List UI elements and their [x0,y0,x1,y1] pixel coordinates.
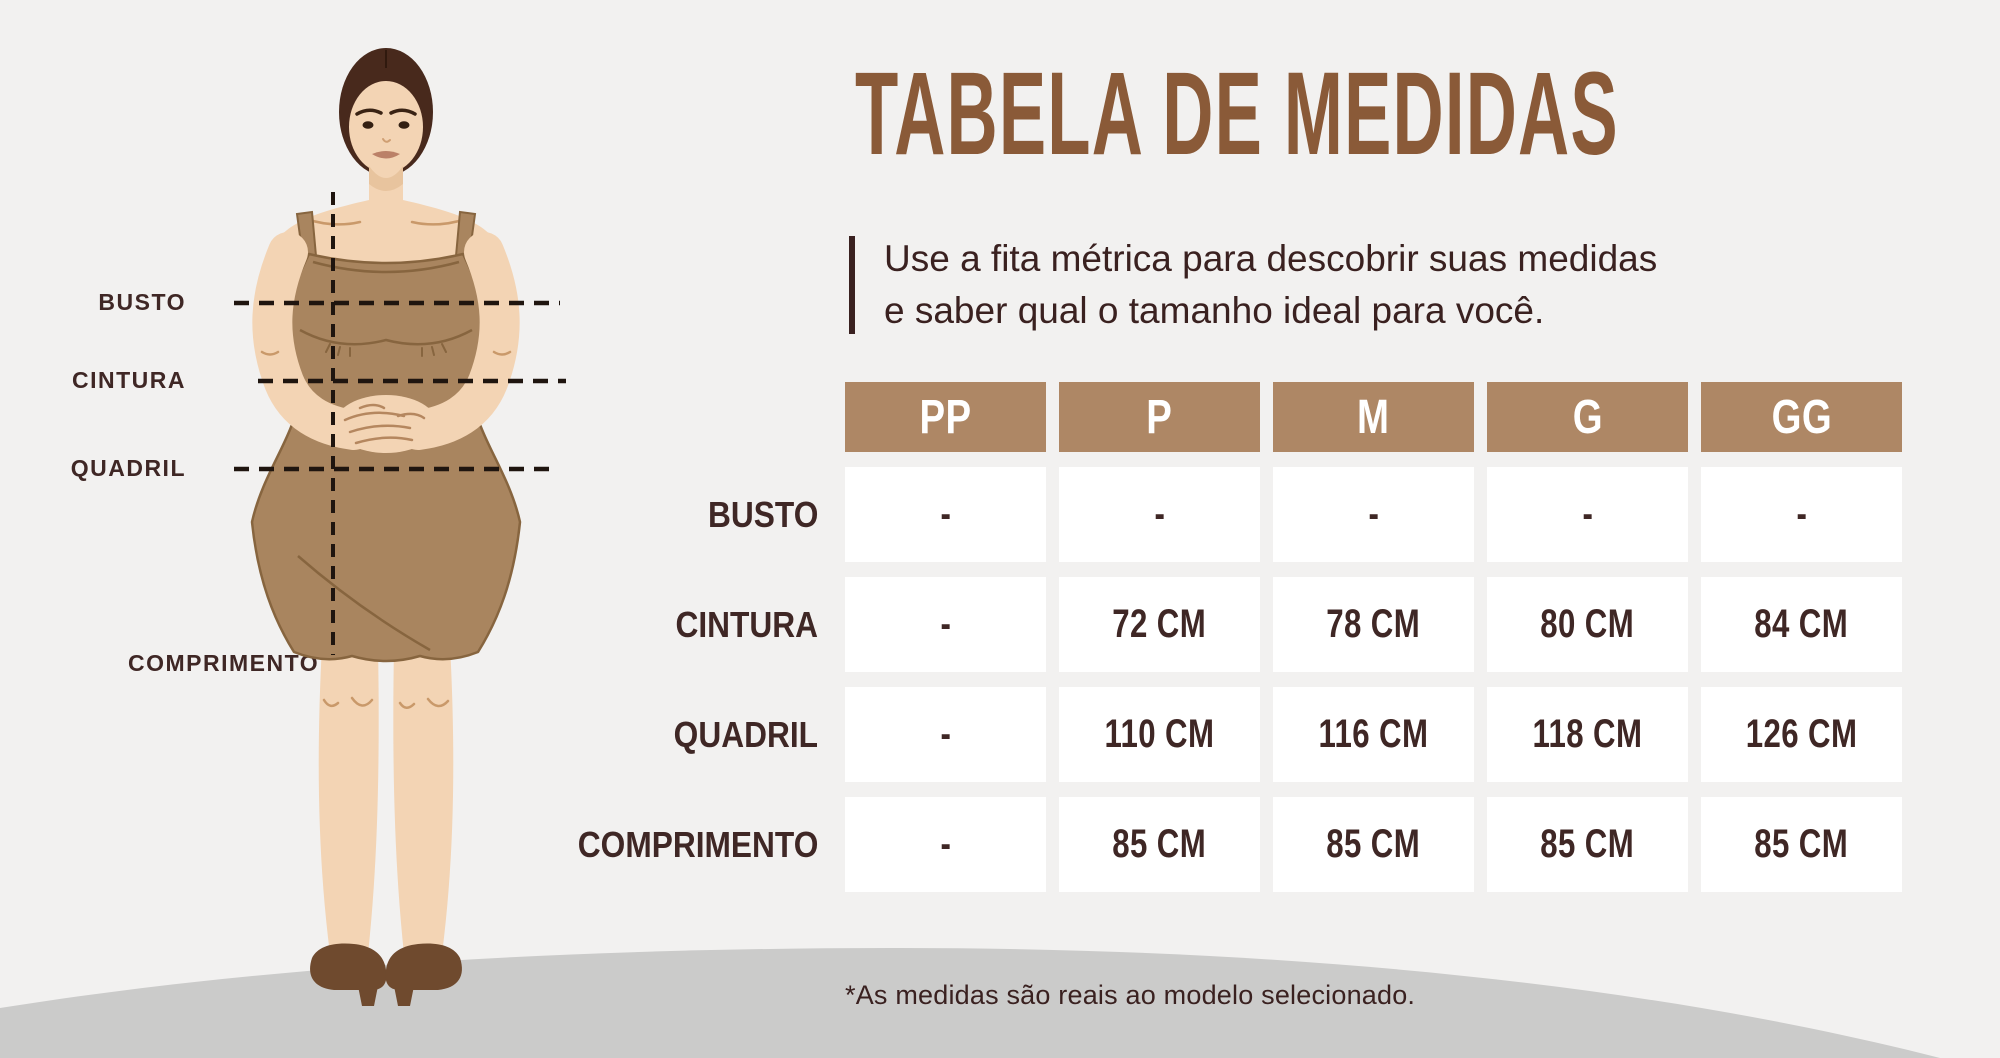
size-header-g: G [1487,382,1688,452]
hands [335,395,437,453]
cell-quadril-pp: - [845,687,1046,782]
cell-cintura-m: 78 CM [1273,577,1474,672]
size-header-gg-label: GG [1771,390,1832,444]
neck [369,160,403,218]
row-label-cintura: CINTURA [675,603,818,645]
cell-busto-m: - [1273,467,1474,562]
cell-busto-pp: - [845,467,1046,562]
cell-quadril-m: 116 CM [1273,687,1474,782]
figure-label-busto: BUSTO [98,289,186,315]
size-header-g-label: G [1572,390,1603,444]
cell-cintura-g: 80 CM [1487,577,1688,672]
cell-quadril-p: 110 CM [1059,687,1260,782]
cell-comprimento-pp: - [845,797,1046,892]
cell-cintura-pp: - [845,577,1046,672]
row-label-busto: BUSTO [707,493,818,535]
footnote: *As medidas são reais ao modelo selecion… [845,980,1416,1010]
cell-comprimento-g: 85 CM [1487,797,1688,892]
size-header-pp-label: PP [919,390,972,444]
subtitle-accent-bar [849,236,855,334]
subtitle-line1: Use a fita métrica para descobrir suas m… [884,238,1658,279]
row-label-quadril: QUADRIL [673,713,818,755]
size-header-gg: GG [1701,382,1902,452]
size-header-m: M [1273,382,1474,452]
cell-comprimento-gg: 85 CM [1701,797,1902,892]
cell-cintura-p: 72 CM [1059,577,1260,672]
legs [318,645,454,954]
size-header-p: P [1059,382,1260,452]
model-illustration [250,48,522,1006]
shoes [310,943,462,1006]
size-header-pp: PP [845,382,1046,452]
cell-comprimento-m: 85 CM [1273,797,1474,892]
cell-busto-gg: - [1701,467,1902,562]
cell-quadril-g: 118 CM [1487,687,1688,782]
cell-busto-p: - [1059,467,1260,562]
page-title: TABELA DE MEDIDAS [855,48,1619,180]
cell-comprimento-p: 85 CM [1059,797,1260,892]
row-label-comprimento: COMPRIMENTO [577,823,818,865]
cell-busto-g: - [1487,467,1688,562]
cell-quadril-gg: 126 CM [1701,687,1902,782]
size-header-p-label: P [1146,390,1173,444]
subtitle-line2: e saber qual o tamanho ideal para você. [884,290,1545,331]
measurement-lines [234,192,566,655]
figure-label-cintura: CINTURA [72,367,186,393]
subtitle: Use a fita métrica para descobrir suas m… [884,233,1884,337]
face [349,81,423,173]
size-table: PP P M G GG BUSTO - - - - - CINTURA - 72… [560,382,1902,892]
cell-cintura-gg: 84 CM [1701,577,1902,672]
figure-label-quadril: QUADRIL [70,455,186,481]
figure-label-comprimento: COMPRIMENTO [128,650,320,676]
size-header-m-label: M [1357,390,1390,444]
